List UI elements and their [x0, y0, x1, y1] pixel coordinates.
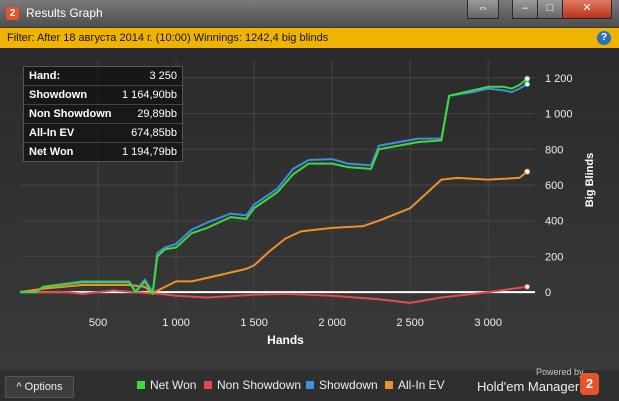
stat-value: 1 194,79bb	[121, 146, 177, 158]
x-tick-label: 2 000	[318, 317, 346, 329]
stat-value: 29,89bb	[137, 108, 177, 120]
legend-label: Non Showdown	[217, 378, 302, 392]
stat-row-hand: Hand: 3 250	[24, 67, 182, 86]
stat-row-non-showdown: Non Showdown 29,89bb	[24, 105, 182, 124]
y-tick-label: 800	[545, 144, 563, 156]
legend-swatch	[137, 381, 145, 389]
title-bar: 2 Results Graph ⇔ – □ ✕	[0, 0, 619, 27]
y-tick-label: 1 200	[545, 73, 573, 85]
legend-all-in-ev[interactable]: All-In EV	[385, 378, 445, 392]
app-logo-icon: 2	[6, 7, 19, 20]
brand-text: Hold'em Manager	[477, 379, 580, 394]
brand-logo-icon: 2	[580, 373, 599, 395]
stat-row-showdown: Showdown 1 164,90bb	[24, 86, 182, 105]
legend-label: Net Won	[150, 378, 197, 392]
swap-button[interactable]: ⇔	[467, 0, 499, 19]
stat-label: Hand:	[29, 70, 61, 82]
bottom-bar: ^ Options Net Won Non Showdown Showdown …	[0, 370, 619, 401]
minimize-button[interactable]: –	[512, 0, 538, 19]
stat-row-all-in-ev: All-In EV 674,85bb	[24, 124, 182, 143]
y-tick-label: 200	[545, 251, 563, 263]
y-tick-label: 1 000	[545, 109, 573, 121]
window-title: Results Graph	[26, 6, 103, 20]
x-tick-label: 3 000	[474, 317, 502, 329]
x-tick-label: 2 500	[396, 317, 424, 329]
legend-non-showdown[interactable]: Non Showdown	[204, 378, 301, 392]
legend-label: Showdown	[319, 378, 378, 392]
stat-label: Non Showdown	[29, 108, 112, 120]
filter-bar: Filter: After 18 августа 2014 г. (10:00)…	[0, 28, 619, 48]
close-button[interactable]: ✕	[562, 0, 612, 19]
y-tick-label: 600	[545, 180, 563, 192]
stat-label: Showdown	[29, 89, 88, 101]
series-endpoint	[524, 283, 531, 290]
y-axis-label: Big Blinds	[584, 153, 596, 207]
legend-showdown[interactable]: Showdown	[306, 378, 378, 392]
options-button[interactable]: ^ Options	[5, 376, 74, 398]
series-endpoint	[524, 168, 531, 175]
stat-label: Net Won	[29, 146, 74, 158]
powered-by-text: Powered by	[536, 367, 584, 377]
stat-value: 3 250	[149, 70, 177, 82]
series-line-all-in-ev	[19, 170, 528, 294]
y-tick-label: 0	[545, 287, 551, 299]
y-tick-label: 400	[545, 216, 563, 228]
series-line-net-won	[20, 78, 528, 295]
legend-swatch	[385, 381, 393, 389]
filter-text: Filter: After 18 августа 2014 г. (10:00)…	[7, 32, 329, 44]
x-axis-label: Hands	[267, 333, 304, 347]
x-tick-label: 500	[89, 317, 107, 329]
x-tick-label: 1 500	[240, 317, 268, 329]
stat-row-net-won: Net Won 1 194,79bb	[24, 143, 182, 161]
maximize-button[interactable]: □	[537, 0, 563, 19]
series-endpoint	[524, 81, 531, 88]
x-tick-label: 1 000	[162, 317, 190, 329]
stats-panel: Hand: 3 250 Showdown 1 164,90bb Non Show…	[23, 66, 183, 162]
legend-swatch	[204, 381, 212, 389]
series-line-non-showdown	[20, 285, 528, 304]
legend-net-won[interactable]: Net Won	[137, 378, 196, 392]
series-endpoint	[524, 75, 531, 82]
legend-label: All-In EV	[398, 378, 445, 392]
stat-value: 674,85bb	[131, 127, 177, 139]
stat-value: 1 164,90bb	[121, 89, 177, 101]
help-icon[interactable]: ?	[597, 31, 611, 45]
legend-swatch	[306, 381, 314, 389]
stat-label: All-In EV	[29, 127, 75, 139]
